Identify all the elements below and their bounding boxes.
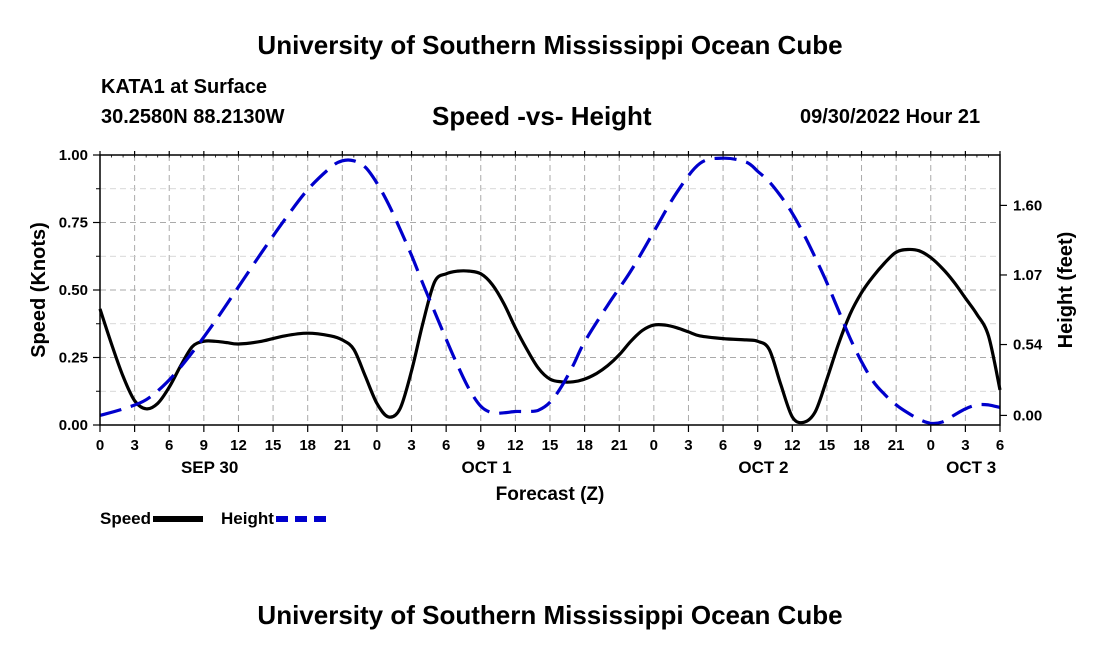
y2-tick-label: 0.54 (1013, 337, 1043, 354)
x-date-label: OCT 1 (462, 458, 512, 477)
main-title: University of Southern Mississippi Ocean… (257, 30, 843, 60)
x-tick-label: 0 (927, 437, 935, 454)
x-tick-label: 12 (230, 437, 247, 454)
y-tick-label: 0.25 (59, 350, 88, 367)
y2-tick-label: 1.07 (1013, 267, 1042, 284)
forecast-timestamp: 09/30/2022 Hour 21 (800, 106, 981, 128)
legend-speed-swatch (153, 516, 204, 522)
x-tick-label: 15 (819, 437, 836, 454)
x-date-label: OCT 3 (946, 458, 996, 477)
x-date-label: SEP 30 (181, 458, 238, 477)
x-tick-label: 0 (373, 437, 381, 454)
x-tick-label: 6 (442, 437, 450, 454)
station-coordinates: 30.2580N 88.2130W (101, 106, 285, 128)
y-tick-label: 1.00 (59, 147, 88, 164)
x-tick-label: 15 (542, 437, 559, 454)
x-tick-label: 12 (507, 437, 524, 454)
station-label: KATA1 at Surface (101, 76, 267, 98)
x-tick-label: 9 (754, 437, 762, 454)
axis-labels: Forecast (Z) Speed (Knots) Height (feet) (28, 222, 1077, 505)
chart-title: Speed -vs- Height (432, 101, 652, 131)
x-tick-label: 3 (684, 437, 692, 454)
x-axis-label: Forecast (Z) (496, 484, 605, 505)
x-tick-label: 18 (299, 437, 316, 454)
x-tick-label: 9 (477, 437, 485, 454)
x-tick-label: 21 (334, 437, 351, 454)
x-tick-label: 0 (650, 437, 658, 454)
y-tick-label: 0.75 (59, 215, 88, 232)
footer-title: University of Southern Mississippi Ocean… (257, 600, 843, 630)
y-tick-label: 0.50 (59, 282, 88, 299)
x-tick-label: 6 (996, 437, 1004, 454)
x-tick-label: 15 (265, 437, 282, 454)
legend: Speed Height (100, 509, 344, 529)
x-tick-label: 18 (853, 437, 870, 454)
y2-axis-label: Height (feet) (1055, 232, 1077, 349)
series-lines (98, 156, 1002, 426)
x-tick-label: 21 (611, 437, 628, 454)
y-tick-label: 0.00 (59, 417, 88, 434)
x-tick-label: 3 (961, 437, 969, 454)
x-date-label: OCT 2 (738, 458, 788, 477)
y2-tick-label: 1.60 (1013, 197, 1042, 214)
x-tick-label: 6 (719, 437, 727, 454)
x-tick-label: 21 (888, 437, 905, 454)
legend-height-swatch (275, 516, 326, 522)
x-tick-label: 0 (96, 437, 104, 454)
legend-speed-label: Speed (100, 509, 152, 528)
x-tick-label: 3 (130, 437, 138, 454)
y2-tick-label: 0.00 (1013, 407, 1042, 424)
grid-lines (100, 155, 1000, 425)
x-tick-label: 12 (784, 437, 801, 454)
legend-height-label: Height (221, 509, 274, 528)
x-tick-label: 6 (165, 437, 173, 454)
x-tick-label: 9 (200, 437, 208, 454)
x-tick-label: 18 (576, 437, 593, 454)
height-series-line (99, 156, 1001, 426)
y-axis-label: Speed (Knots) (28, 222, 50, 358)
speed-series-line (98, 247, 1002, 425)
x-tick-label: 3 (407, 437, 415, 454)
axes: 0 3 6 9 12 15 18 21 0 3 6 9 12 15 18 21 0 3 6 9 12 15 18 21 0 3 6S… (59, 147, 1043, 477)
